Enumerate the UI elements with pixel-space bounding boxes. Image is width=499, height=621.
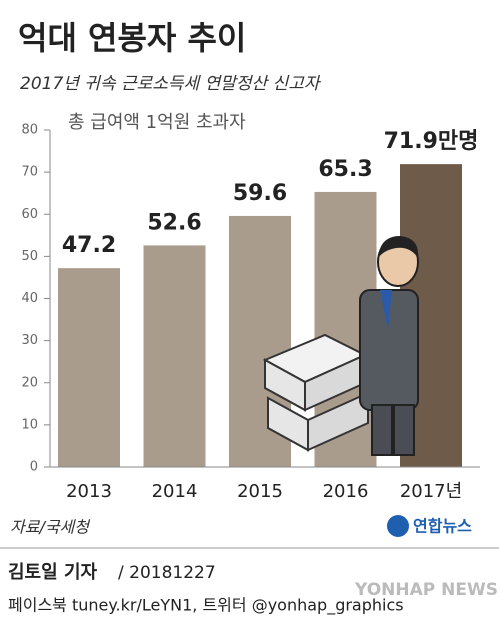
y-tick-label: 20 (21, 375, 38, 390)
y-tick-label: 30 (21, 333, 38, 348)
x-tick-label: 2015 (237, 481, 283, 502)
y-tick-label: 50 (21, 249, 38, 264)
source: 자료/국세청 (10, 518, 91, 537)
bar (58, 268, 120, 467)
date: / 20181227 (118, 563, 216, 583)
y-tick-label: 80 (21, 123, 38, 138)
y-tick-label: 40 (21, 291, 38, 306)
annotation: 총 급여액 1억원 초과자 (68, 112, 246, 133)
illustration (262, 236, 419, 456)
x-tick-label: 2017년 (400, 481, 462, 502)
y-tick-label: 10 (21, 417, 38, 432)
watermark: YONHAP NEWS (354, 580, 498, 600)
author: 김토일 기자 (8, 562, 98, 583)
x-tick-label: 2016 (323, 481, 369, 502)
subtitle: 2017년 귀속 근로소득세 연말정산 신고자 (20, 74, 322, 94)
value-label: 71.9만명 (384, 129, 479, 154)
contact: 페이스북 tuney.kr/LeYN1, 트위터 @yonhap_graphic… (8, 596, 404, 616)
value-label: 47.2 (62, 233, 116, 258)
x-tick-label: 2014 (152, 481, 198, 502)
chart-title: 억대 연봉자 추이 (18, 19, 246, 57)
x-tick-label: 2013 (66, 481, 112, 502)
y-tick-label: 0 (30, 460, 38, 475)
logo: 연합뉴스 (413, 517, 472, 536)
logo-icon (387, 515, 409, 537)
y-tick-label: 70 (21, 165, 38, 180)
y-tick-label: 60 (21, 207, 38, 222)
bar (143, 245, 206, 467)
value-label: 52.6 (147, 210, 201, 235)
value-label: 65.3 (318, 157, 372, 182)
value-label: 59.6 (233, 181, 287, 206)
